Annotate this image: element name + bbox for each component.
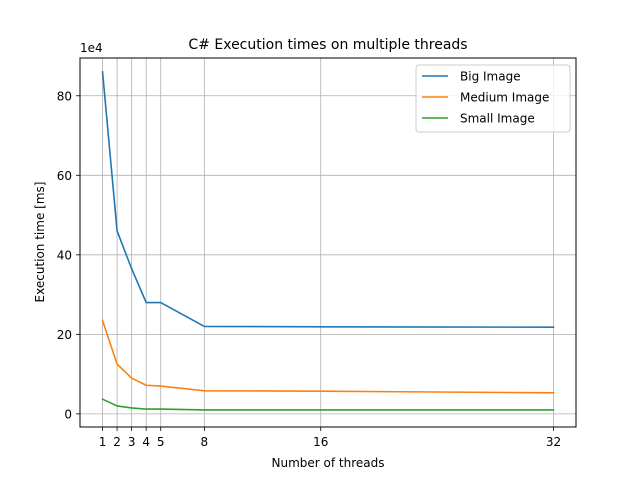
x-tick-label: 5 xyxy=(157,435,165,449)
x-tick-label: 2 xyxy=(113,435,121,449)
y-tick-label: 20 xyxy=(57,328,72,342)
y-axis-ticks: 0 20 40 60 80 xyxy=(57,89,80,421)
x-tick-label: 16 xyxy=(313,435,328,449)
y-tick-label: 80 xyxy=(57,89,72,103)
chart-title: C# Execution times on multiple threads xyxy=(188,37,467,53)
x-tick-label: 3 xyxy=(128,435,136,449)
y-axis-label: Execution time [ms] xyxy=(33,182,47,303)
x-tick-label: 1 xyxy=(99,435,107,449)
x-axis-label: Number of threads xyxy=(272,456,385,470)
series-lines xyxy=(101,71,555,411)
x-tick-label: 4 xyxy=(142,435,150,449)
legend: Big Image Medium Image Small Image xyxy=(415,64,571,133)
legend-label: Medium Image xyxy=(460,91,549,105)
y-tick-label: 40 xyxy=(57,248,72,262)
x-tick-label: 32 xyxy=(546,435,561,449)
x-axis-ticks: 1 2 3 4 5 8 16 32 xyxy=(99,427,561,449)
y-tick-label: 0 xyxy=(64,407,72,421)
y-tick-label: 60 xyxy=(57,169,72,183)
plot-area-frame xyxy=(79,57,577,428)
legend-label: Big Image xyxy=(460,70,521,84)
series-line-1 xyxy=(101,319,555,394)
legend-box xyxy=(415,64,571,133)
series-line-0 xyxy=(101,71,555,329)
legend-label: Small Image xyxy=(460,112,535,126)
x-tick-label: 8 xyxy=(201,435,209,449)
y-axis-offset-label: 1e4 xyxy=(80,41,103,55)
series-line-2 xyxy=(101,398,555,411)
